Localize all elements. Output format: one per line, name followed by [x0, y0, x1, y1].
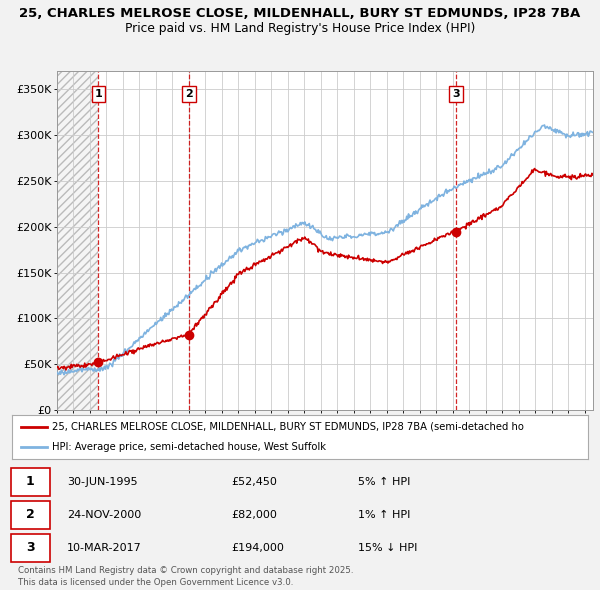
Text: 10-MAR-2017: 10-MAR-2017 [67, 543, 142, 553]
Text: 1: 1 [26, 475, 35, 489]
Text: £194,000: £194,000 [231, 543, 284, 553]
Text: 1: 1 [94, 89, 102, 99]
Text: 3: 3 [26, 541, 35, 555]
Text: Price paid vs. HM Land Registry's House Price Index (HPI): Price paid vs. HM Land Registry's House … [125, 22, 475, 35]
Text: HPI: Average price, semi-detached house, West Suffolk: HPI: Average price, semi-detached house,… [52, 442, 326, 452]
Bar [57, 71, 98, 410]
Text: 30-JUN-1995: 30-JUN-1995 [67, 477, 137, 487]
Text: 1% ↑ HPI: 1% ↑ HPI [358, 510, 410, 520]
Text: 24-NOV-2000: 24-NOV-2000 [67, 510, 141, 520]
Text: 15% ↓ HPI: 15% ↓ HPI [358, 543, 417, 553]
FancyBboxPatch shape [11, 468, 50, 496]
Text: £52,450: £52,450 [231, 477, 277, 487]
Text: 3: 3 [452, 89, 460, 99]
Text: 25, CHARLES MELROSE CLOSE, MILDENHALL, BURY ST EDMUNDS, IP28 7BA (semi-detached : 25, CHARLES MELROSE CLOSE, MILDENHALL, B… [52, 422, 524, 432]
Text: £82,000: £82,000 [231, 510, 277, 520]
Text: 5% ↑ HPI: 5% ↑ HPI [358, 477, 410, 487]
FancyBboxPatch shape [11, 534, 50, 562]
Text: 2: 2 [26, 508, 35, 522]
Text: Contains HM Land Registry data © Crown copyright and database right 2025.
This d: Contains HM Land Registry data © Crown c… [18, 566, 353, 587]
Text: 2: 2 [185, 89, 193, 99]
Text: 25, CHARLES MELROSE CLOSE, MILDENHALL, BURY ST EDMUNDS, IP28 7BA: 25, CHARLES MELROSE CLOSE, MILDENHALL, B… [19, 7, 581, 20]
FancyBboxPatch shape [11, 501, 50, 529]
